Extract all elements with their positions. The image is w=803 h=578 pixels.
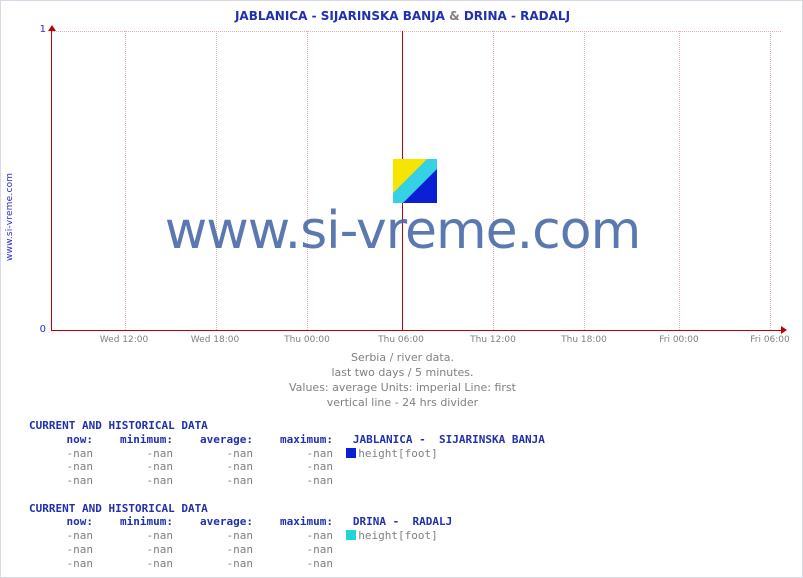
col-label: average: [200,515,253,528]
caption-line: Serbia / river data. [1,351,803,366]
caption-line: last two days / 5 minutes. [1,366,803,381]
table-cell: -nan [173,460,253,474]
table-heading-text: CURRENT AND HISTORICAL DATA [29,502,208,515]
table-cell: -nan [93,474,173,488]
table-cell: -nan [253,543,333,557]
logo-icon [393,159,437,203]
table-row: -nan-nan-nan-nan [29,460,545,474]
table-cell: -nan [173,529,253,543]
table-heading-text: CURRENT AND HISTORICAL DATA [29,419,208,432]
chart-page: www.si-vreme.com JABLANICA - SIJARINSKA … [0,0,803,578]
gridline-v [125,31,126,330]
gridline-h [52,31,781,32]
table-columns: now: minimum: average: maximum: DRINA - RAD… [29,515,545,529]
table-cell: -nan [93,529,173,543]
table-spacer [29,488,545,502]
table-cell: -nan [173,474,253,488]
x-axis-arrow-icon [781,326,787,334]
col-label: minimum: [120,515,173,528]
table-cell: -nan [93,543,173,557]
table-cell: -nan [29,529,93,543]
table-heading: CURRENT AND HISTORICAL DATA [29,502,545,516]
title-right: DRINA - RADALJ [464,9,570,23]
gridline-v [216,31,217,330]
table-row: -nan-nan-nan-nan [29,557,545,571]
table-cell: -nan [29,447,93,461]
station-name: DRINA - RADALJ [353,515,452,528]
series-swatch-icon [346,530,356,540]
col-label: maximum: [280,515,333,528]
xtick: Thu 12:00 [470,335,516,345]
table-cell: -nan [173,447,253,461]
table-row: -nan-nan-nan-nan [29,474,545,488]
ytick-1: 1 [6,24,46,35]
station-name: JABLANICA - SIJARINSKA BANJA [353,433,545,446]
col-label: average: [200,433,253,446]
col-label: maximum: [280,433,333,446]
table-columns: now: minimum: average: maximum: JABLANICA -… [29,433,545,447]
table-cell: -nan [29,543,93,557]
table-cell: -nan [253,447,333,461]
caption-line: vertical line - 24 hrs divider [1,396,803,411]
chart-caption: Serbia / river data. last two days / 5 m… [1,351,803,410]
xtick: Fri 06:00 [750,335,790,345]
chart-title: JABLANICA - SIJARINSKA BANJA & DRINA - R… [1,9,803,23]
table-cell: -nan [93,557,173,571]
table-cell: -nan [253,557,333,571]
table-cell: -nan [93,447,173,461]
table-row: -nan-nan-nan-nan height[foot] [29,529,545,543]
unit-label: height[foot] [358,529,437,542]
table-cell: -nan [29,460,93,474]
xtick: Thu 00:00 [284,335,330,345]
table-cell: -nan [173,543,253,557]
xtick: Fri 00:00 [659,335,699,345]
table-heading: CURRENT AND HISTORICAL DATA [29,419,545,433]
table-cell: -nan [29,474,93,488]
table-cell: -nan [173,557,253,571]
unit-label: height[foot] [358,447,437,460]
col-label: now: [67,515,94,528]
col-label: now: [67,433,94,446]
table-row: -nan-nan-nan-nan [29,543,545,557]
gridline-v [307,31,308,330]
caption-line: Values: average Units: imperial Line: fi… [1,381,803,396]
table-cell: -nan [253,529,333,543]
title-left: JABLANICA - SIJARINSKA BANJA [235,9,445,23]
table-cell: -nan [93,460,173,474]
table-cell: -nan [253,474,333,488]
gridline-v [679,31,680,330]
data-tables: CURRENT AND HISTORICAL DATAnow:minimum:a… [29,419,545,570]
series-swatch-icon [346,448,356,458]
gridline-v [493,31,494,330]
table-row: -nan-nan-nan-nan height[foot] [29,447,545,461]
xtick: Wed 18:00 [191,335,239,345]
gridline-v [584,31,585,330]
table-cell: -nan [29,557,93,571]
col-label: minimum: [120,433,173,446]
title-separator: & [449,9,464,23]
xtick: Thu 06:00 [378,335,424,345]
xtick: Wed 12:00 [100,335,148,345]
watermark-text: www.si-vreme.com [1,201,803,261]
xtick: Thu 18:00 [561,335,607,345]
table-cell: -nan [253,460,333,474]
ytick-0: 0 [6,324,46,335]
gridline-v [770,31,771,330]
